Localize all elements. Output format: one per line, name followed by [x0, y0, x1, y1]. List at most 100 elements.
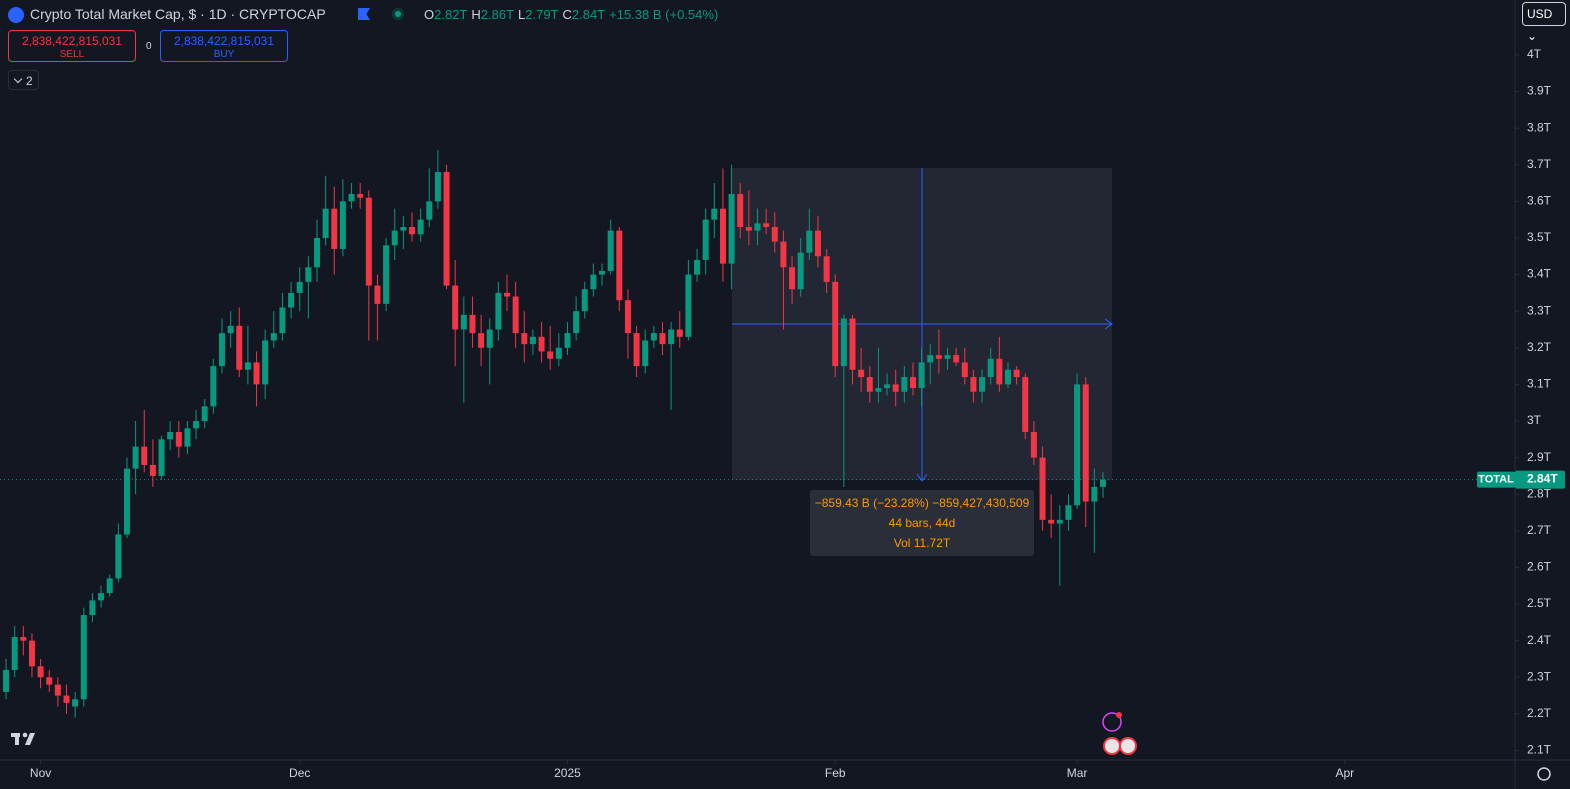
candle-body: [875, 388, 882, 392]
candle-body: [1065, 505, 1072, 520]
candle-body: [797, 252, 804, 290]
candle-body: [175, 431, 182, 447]
measure-change: −859.43 B (−23.28%) −859,427,430,509: [814, 496, 1030, 510]
candle-body: [305, 267, 312, 282]
candle-body: [89, 600, 96, 616]
candle-body: [504, 292, 511, 297]
candle-body: [1004, 369, 1011, 385]
last-price-label: 2.84T: [1527, 472, 1558, 486]
candle-body: [633, 333, 640, 367]
sell-price: 2,838,422,815,031: [21, 34, 123, 48]
y-tick-label: 2.8T: [1527, 486, 1552, 500]
candle-body: [918, 362, 925, 389]
candle-body: [400, 226, 407, 231]
x-tick-label: Mar: [1067, 766, 1088, 780]
candle-body: [443, 172, 450, 286]
currency-select[interactable]: USD ⌄: [1522, 2, 1566, 43]
currency: USD: [1527, 7, 1553, 21]
ohlc-value: 2.84T: [571, 7, 606, 22]
candle-body: [823, 256, 830, 282]
tv-logo: [11, 732, 35, 745]
candle-body: [806, 230, 813, 253]
settings-icon[interactable]: [1537, 767, 1551, 781]
candle-body: [676, 329, 683, 337]
candle-body: [763, 223, 770, 227]
candle-body: [1039, 457, 1046, 520]
candle-body: [521, 333, 528, 345]
candle-body: [434, 172, 441, 202]
y-tick-label: 3.8T: [1527, 120, 1552, 134]
candle-body: [417, 219, 424, 235]
candle-body: [555, 347, 562, 359]
candle-body: [460, 314, 467, 330]
flag-icon[interactable]: [358, 8, 370, 20]
indicators-toggle[interactable]: 2: [8, 70, 39, 90]
candle-body: [745, 226, 752, 231]
symbol-title[interactable]: Crypto Total Market Cap, $ · 1D · CRYPTO…: [30, 6, 326, 22]
candle-body: [599, 270, 606, 275]
measure-label: −859.43 B (−23.28%) −859,427,430,509 44 …: [810, 490, 1034, 556]
candle-body: [970, 377, 977, 392]
buy-button[interactable]: 2,838,422,815,031 BUY: [160, 30, 288, 62]
candle-body: [158, 439, 165, 476]
candle-body: [72, 699, 79, 707]
candle-body: [866, 377, 873, 392]
y-tick-label: 2.6T: [1527, 560, 1552, 574]
candle-body: [348, 194, 355, 202]
x-tick-label: Feb: [825, 766, 846, 780]
candle-body: [409, 226, 416, 235]
candle-body: [711, 208, 718, 220]
candle-body: [1074, 384, 1081, 506]
candle-body: [564, 333, 571, 348]
candle-body: [279, 307, 286, 334]
candle-body: [184, 428, 191, 447]
candle-body: [1013, 369, 1020, 378]
sell-button[interactable]: 2,838,422,815,031 SELL: [8, 30, 136, 62]
ohlc-change: +15.38 B (+0.54%): [609, 7, 719, 22]
candle-body: [115, 534, 122, 579]
candle-body: [374, 285, 381, 304]
candle-body: [814, 230, 821, 257]
candle-body: [253, 362, 260, 385]
ohlc-value: 2.82T: [434, 7, 468, 22]
event-icon[interactable]: [1103, 737, 1121, 755]
candle-body: [37, 666, 44, 678]
event-icon[interactable]: [1102, 712, 1122, 732]
candle-body: [780, 241, 787, 268]
candle-body: [935, 355, 942, 359]
measure-arrow: [916, 473, 928, 482]
candle-body: [469, 314, 476, 334]
y-tick-label: 3T: [1527, 413, 1542, 427]
last-price-name: TOTAL: [1478, 473, 1514, 485]
x-tick-label: Apr: [1335, 766, 1354, 780]
candle-body: [979, 377, 986, 392]
candle-body: [452, 285, 459, 330]
candle-body: [909, 377, 916, 389]
y-tick-label: 4T: [1527, 47, 1542, 61]
y-tick-label: 2.5T: [1527, 596, 1552, 610]
ohlc-key: H: [471, 7, 481, 22]
event-icon[interactable]: [1119, 737, 1137, 755]
candle-body: [296, 281, 303, 293]
candle-body: [426, 201, 433, 220]
candle-body: [624, 300, 631, 334]
candle-body: [832, 281, 839, 367]
candle-body: [840, 318, 847, 367]
candle-body: [322, 208, 329, 238]
buy-price: 2,838,422,815,031: [173, 34, 275, 48]
candle-body: [20, 636, 27, 641]
y-tick-label: 2.4T: [1527, 633, 1552, 647]
candle-body: [996, 358, 1003, 385]
candle-body: [953, 355, 960, 363]
candle-body: [659, 333, 666, 345]
candle-body: [581, 289, 588, 312]
candle-body: [123, 468, 130, 535]
candle-body: [478, 333, 485, 348]
measure-bars: 44 bars, 44d: [888, 516, 956, 530]
y-tick-label: 3.7T: [1527, 157, 1552, 171]
candle-body: [54, 684, 61, 696]
candle-body: [331, 208, 338, 249]
y-tick-label: 2.7T: [1527, 523, 1552, 537]
